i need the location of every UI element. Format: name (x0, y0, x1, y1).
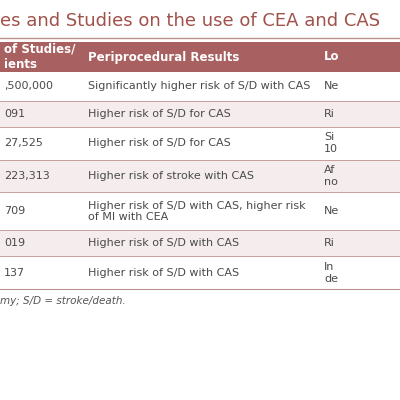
Bar (0, 230, 400, 256)
Text: 223,313: 223,313 (4, 171, 50, 181)
Text: Higher risk of S/D for CAS: Higher risk of S/D for CAS (88, 109, 231, 119)
Text: ,500,000: ,500,000 (4, 81, 53, 91)
Bar (0, 42, 400, 72)
Text: Lo: Lo (324, 50, 340, 64)
Text: Higher risk of S/D with CAS: Higher risk of S/D with CAS (88, 268, 239, 278)
Text: 137: 137 (4, 268, 25, 278)
Text: of Studies/
ients: of Studies/ ients (4, 43, 75, 71)
Text: Higher risk of S/D for CAS: Higher risk of S/D for CAS (88, 138, 231, 148)
Text: 27,525: 27,525 (4, 138, 43, 148)
Bar (0, 101, 400, 127)
Text: Significantly higher risk of S/D with CAS: Significantly higher risk of S/D with CA… (88, 81, 310, 91)
Text: my; S/D = stroke/death.: my; S/D = stroke/death. (0, 296, 126, 306)
Text: Af
no: Af no (324, 165, 338, 187)
Text: In
de: In de (324, 262, 338, 284)
Text: Ri: Ri (324, 109, 335, 119)
Text: Periprocedural Results: Periprocedural Results (88, 50, 239, 64)
Text: Ne: Ne (324, 81, 339, 91)
Text: 709: 709 (4, 206, 25, 216)
Text: Higher risk of S/D with CAS: Higher risk of S/D with CAS (88, 238, 239, 248)
Text: es and Studies on the use of CEA and CAS: es and Studies on the use of CEA and CAS (0, 12, 380, 30)
Text: 019: 019 (4, 238, 25, 248)
Text: 091: 091 (4, 109, 25, 119)
Text: Si
10: Si 10 (324, 132, 338, 154)
Text: Higher risk of stroke with CAS: Higher risk of stroke with CAS (88, 171, 254, 181)
Bar (0, 160, 400, 192)
Text: Ri: Ri (324, 238, 335, 248)
Text: Ne: Ne (324, 206, 339, 216)
Text: Higher risk of S/D with CAS, higher risk
of MI with CEA: Higher risk of S/D with CAS, higher risk… (88, 200, 306, 222)
